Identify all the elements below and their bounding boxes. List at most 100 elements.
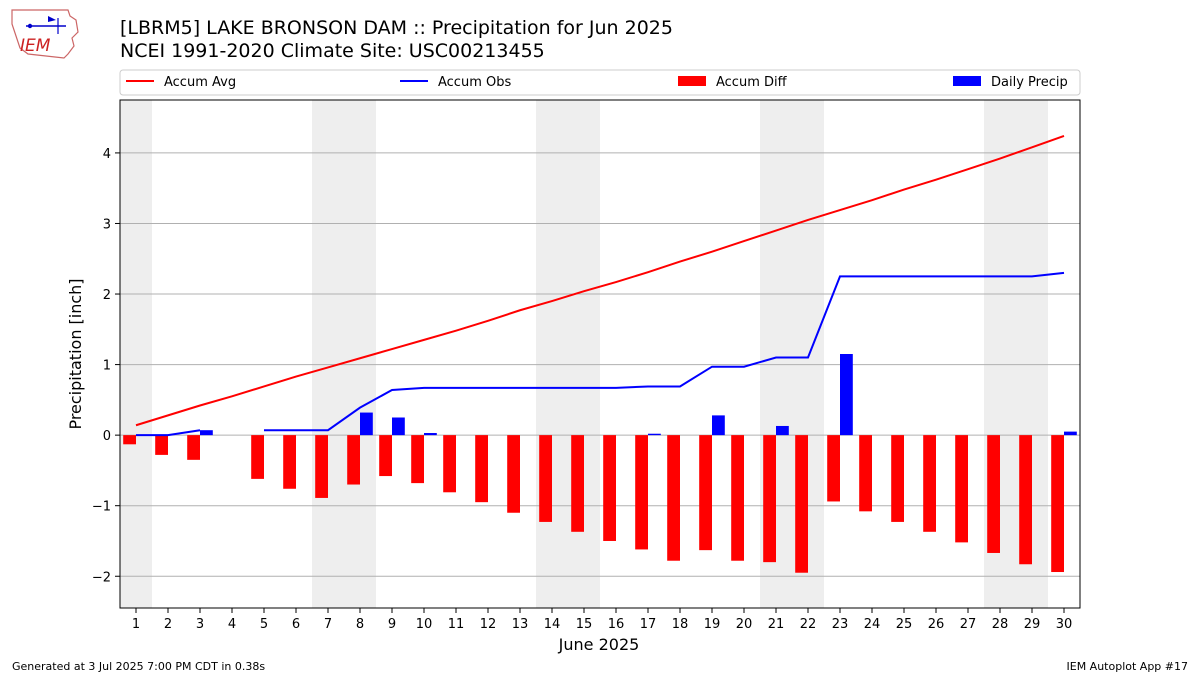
accum-diff-bar [475,435,488,503]
daily-precip-bar [424,433,437,436]
x-tick-label: 20 [736,617,753,632]
accum-diff-bar [507,435,520,513]
y-tick-label: −1 [92,500,111,515]
x-tick-label: 3 [196,617,204,632]
x-tick-label: 25 [896,617,913,632]
x-tick-label: 8 [356,617,364,632]
x-tick-label: 23 [832,617,849,632]
accum-obs-line [264,271,1065,432]
x-tick-label: 29 [1024,617,1041,632]
daily-precip-bar [648,433,661,436]
accum-diff-bar [731,435,744,561]
x-tick-label: 30 [1056,617,1073,632]
daily-precip-bar [360,412,373,436]
daily-precip-bar [776,425,789,436]
y-tick-label: 3 [103,217,111,232]
gridlines [120,152,1080,577]
chart-subtitle: NCEI 1991-2020 Climate Site: USC00213455 [120,40,545,62]
daily-precip-bar [712,415,725,436]
accum-diff-bar [155,435,168,455]
x-tick-label: 9 [388,617,396,632]
svg-text:IEM: IEM [20,36,51,56]
x-tick-label: 1 [132,617,140,632]
x-tick-label: 21 [768,617,785,632]
accum-diff-bar [1019,435,1032,565]
lines [135,135,1065,437]
legend-swatch-accum-diff [678,76,706,86]
app-label: IEM Autoplot App #17 [1066,660,1189,673]
chart-title: [LBRM5] LAKE BRONSON DAM :: Precipitatio… [120,17,673,39]
x-axis-label: June 2025 [558,635,640,654]
accum-diff-bar [859,435,872,512]
accum-diff-bar [411,435,424,484]
weekend-shade [536,100,568,608]
accum-diff-bar [443,435,456,493]
accum-diff-bar [955,435,968,543]
generated-timestamp: Generated at 3 Jul 2025 7:00 PM CDT in 0… [12,660,266,673]
legend-swatch-daily-precip [953,76,981,86]
daily-precip-bar [392,417,405,436]
plot-frame [119,99,1081,609]
y-tick-label: 1 [103,359,111,374]
accum-diff-bar [123,435,136,445]
weekend-shade [120,100,152,608]
x-tick-label: 5 [260,617,268,632]
weekend-shading [120,100,1048,608]
y-tick-label: −2 [92,570,111,585]
legend: Accum Avg Accum Obs Accum Diff Daily Precip [119,69,1081,96]
x-tick-label: 26 [928,617,945,632]
legend-label-accum-avg: Accum Avg [164,75,236,90]
accum-diff-bar [1051,435,1064,573]
daily-precip-bar [200,430,213,436]
legend-label-daily-precip: Daily Precip [991,75,1068,90]
accum-diff-bar [987,435,1000,553]
y-tick-label: 0 [103,429,111,444]
y-axis-label: Precipitation [inch] [66,278,85,429]
x-tick-label: 19 [704,617,721,632]
daily-precip-bar [1064,431,1077,436]
accum-diff-bar [603,435,616,541]
x-tick-label: 22 [800,617,817,632]
bars [123,354,1077,573]
accum-diff-bar [923,435,936,532]
weekend-shade [344,100,376,608]
accum-diff-bar [891,435,904,522]
accum-diff-bar [667,435,680,561]
x-tick-label: 16 [608,617,625,632]
accum-diff-bar [315,435,328,498]
accum-diff-bar [795,435,808,573]
legend-label-accum-obs: Accum Obs [438,75,511,90]
accum-diff-bar [571,435,584,532]
legend-box [119,69,1081,96]
legend-label-accum-diff: Accum Diff [716,75,788,90]
accum-diff-bar [187,435,200,460]
x-tick-label: 28 [992,617,1009,632]
accum-diff-bar [635,435,648,550]
accum-diff-bar [283,435,296,489]
accum-diff-bar [827,435,840,502]
x-tick-label: 7 [324,617,332,632]
x-tick-label: 6 [292,617,300,632]
accum-diff-bar [379,435,392,477]
accum-obs-line [136,429,201,437]
accum-diff-bar [539,435,552,522]
accum-diff-bar [251,435,264,479]
x-tick-label: 17 [640,617,657,632]
iem-logo: IEM [11,9,79,59]
y-tick-label: 2 [103,288,111,303]
x-tick-label: 2 [164,617,172,632]
x-tick-label: 14 [544,617,561,632]
x-tick-label: 24 [864,617,881,632]
accum-diff-bar [347,435,360,485]
daily-precip-bar [840,354,853,436]
accum-avg-line [135,135,1065,427]
accum-diff-bar [699,435,712,551]
x-tick-label: 27 [960,617,977,632]
accum-diff-bar [763,435,776,563]
x-tick-label: 13 [512,617,529,632]
x-tick-label: 12 [480,617,497,632]
x-tick-label: 11 [448,617,465,632]
y-tick-label: 4 [103,147,111,162]
